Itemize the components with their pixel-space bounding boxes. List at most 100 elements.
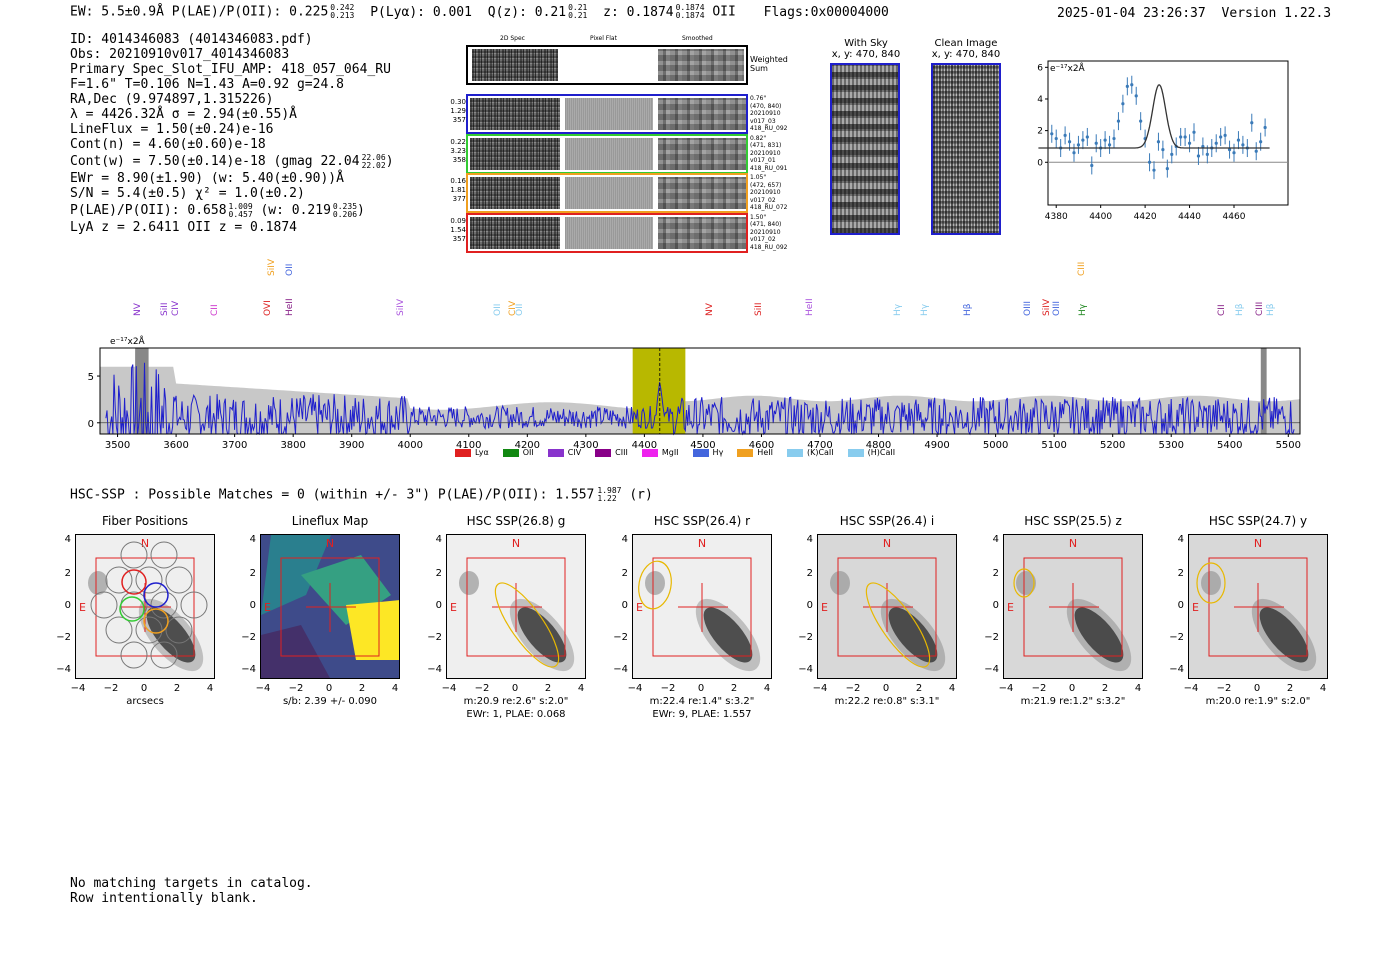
hsc-xtick-label: 0 (511, 683, 519, 694)
cutout-meta-line: v017_03 (750, 117, 776, 125)
hsc-ytick-label: 4 (249, 534, 256, 545)
hsc-panel-svg: NE (818, 535, 956, 678)
cutout-2d-spec (470, 98, 560, 130)
fiber-circle (90, 591, 118, 619)
info-contn: Cont(n) = 4.60(±0.60)e-18 (70, 137, 266, 152)
hsc-title-text: HSC-SSP : Possible Matches = 0 (within +… (70, 487, 595, 503)
hsc-xtick-label: 4 (948, 683, 956, 694)
emission-line-label: CIV (171, 300, 181, 316)
legend-item: HeII (737, 448, 773, 457)
emission-line-label: Hβ (1266, 303, 1276, 316)
hsc-ytick-label: 0 (806, 600, 813, 611)
info-params: F=1.6" T=0.106 N=1.43 A=0.92 g=24.8 (70, 77, 344, 92)
fiber-circle (165, 566, 193, 594)
header-right: 2025-01-04 23:26:37 Version 1.22.3 (1057, 6, 1331, 21)
cutout-stat: 1.81 (450, 186, 466, 194)
line-fit-point (1134, 94, 1138, 98)
hsc-aperture-box (1208, 557, 1308, 657)
hsc-ytick-label: −4 (613, 664, 628, 675)
cutout-meta-line: 418_RU_092 (750, 243, 788, 251)
line-fit-point (1067, 140, 1072, 144)
emission-line-label: Hγ (1078, 303, 1088, 316)
spectrum-xtick-label: 3500 (105, 440, 130, 451)
hsc-xtick-label: 2 (358, 683, 366, 694)
hsc-ytick-label: 0 (621, 600, 628, 611)
hsc-ytick-label: −4 (984, 664, 999, 675)
legend-item: CIV (547, 448, 581, 457)
weighted-2d (472, 49, 558, 81)
hsc-ytick-label: 2 (992, 568, 999, 579)
hsc-aperture-box (652, 557, 752, 657)
clean-image-title: Clean Image (934, 38, 998, 49)
spectrum-xtick-label: 5500 (1276, 440, 1301, 451)
hsc-galaxy-halo (1251, 598, 1317, 672)
cutout-stat: 0.22 (450, 137, 466, 146)
spectrum-xtick-label: 4200 (515, 440, 540, 451)
hsc-panel-sub1: m:21.9 re:1.2" s:3.2" (1020, 696, 1126, 707)
lineflux-region (261, 535, 331, 615)
line-fit-point (1147, 160, 1152, 164)
hsc-ytick-label: 4 (435, 534, 442, 545)
hsc-north-label: N (141, 537, 149, 550)
spectrum-plot: e⁻¹⁷x2Å 5 0 3500 3600 3700 3800 3900 4000 4100 420… (88, 335, 1301, 451)
hsc-plae-hi: 1.987 (597, 486, 622, 495)
spectrum-ytick-label: 0 (88, 419, 94, 430)
info-plae-close: ) (357, 203, 365, 218)
footer-line-1: No matching targets in catalog. (70, 876, 313, 891)
line-fit-point (1107, 143, 1112, 147)
emission-line-label: SiIV (1042, 298, 1052, 316)
line-fit-model (1038, 84, 1270, 149)
clean-image-header: Clean Image x, y: 470, 840 (928, 38, 1004, 60)
line-fit-point (1219, 135, 1223, 139)
fiber-circle-red (121, 569, 147, 595)
fiber-circle (150, 641, 178, 669)
cutout-meta-line: (470, 840) (750, 102, 782, 110)
line-fit-point (1152, 168, 1156, 172)
legend-swatch (455, 448, 471, 457)
cutout-meta-line: (471, 840) (750, 221, 782, 228)
hsc-xtick-label: 2 (544, 683, 552, 694)
cutout-smoothed (658, 98, 746, 130)
cutout-row-stats: 0.30 1.29 357 (446, 98, 466, 125)
hsc-panel-sub1: arcsecs (126, 696, 164, 707)
emission-line-label: NV (705, 303, 715, 316)
hsc-xtick-label: −2 (1031, 683, 1047, 694)
line-fit-xtick-label: 4460 (1223, 212, 1246, 222)
cutout-pixel-flat (565, 98, 653, 130)
hsc-xtick-label: −4 (255, 683, 271, 694)
hsc-xtick-label: 0 (697, 683, 705, 694)
spectrum-xtick-label: 4500 (690, 440, 715, 451)
hsc-xtick-label: −4 (441, 683, 457, 694)
info-plae-lo: 0.457 (228, 209, 253, 219)
hsc-xtick-label: −2 (845, 683, 861, 694)
fiber-circle (150, 541, 178, 569)
line-fit-point (1241, 143, 1245, 147)
spectrum-xtick-label: 5300 (1158, 440, 1183, 451)
fiber-circle (120, 641, 148, 669)
hsc-panel-title: HSC SSP(25.5) z (1024, 514, 1122, 528)
line-fit-ytick-label: 4 (1037, 95, 1043, 105)
spectrum-frame (99, 347, 1301, 435)
spectrum-xtick-label: 4000 (398, 440, 423, 451)
line-fit-ytick-label: 6 (1037, 63, 1043, 73)
hsc-xtick-label: 0 (882, 683, 890, 694)
hsc-xtick-label: 4 (763, 683, 771, 694)
info-contw: Cont(w) = 7.50(±0.14)e-18 (gmag 22.04 (70, 154, 360, 169)
hsc-xtick-label: 4 (206, 683, 214, 694)
hsc-xtick-label: 0 (140, 683, 148, 694)
hsc-panel-svg: NE (76, 535, 214, 678)
hsc-ytick-label: 2 (64, 568, 71, 579)
hsc-north-label: N (326, 537, 334, 550)
emission-line-label: HeII (805, 298, 815, 316)
emission-line-label: Hβ (963, 303, 973, 316)
hsc-band: (r) (629, 487, 653, 503)
header-z: z: 0.1874 (603, 4, 674, 20)
cutout-meta-line: 20210910 (750, 189, 781, 196)
cutout-smoothed (658, 177, 746, 209)
hsc-ytick-label: 4 (621, 534, 628, 545)
hsc-ytick-label: 0 (249, 600, 256, 611)
hsc-panel-title: HSC SSP(26.4) r (653, 514, 751, 528)
cutout-meta-line: (472, 657) (750, 181, 782, 189)
